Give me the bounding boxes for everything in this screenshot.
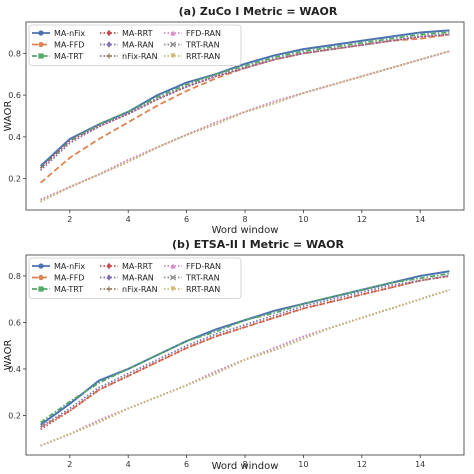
x-tick-label: 8 xyxy=(242,460,247,469)
legend-label-ma-nfix: MA-nFix xyxy=(54,262,85,271)
series-line-ma-trt xyxy=(40,272,450,424)
x-tick-label: 12 xyxy=(357,215,367,224)
legend-b: MA-nFix MA-FFD MA-TRT MA-RRT MA-RAN nFix-RAN F… xyxy=(28,257,242,299)
series-lines-b xyxy=(40,270,450,447)
legend-marker-ma-rrt xyxy=(106,29,112,37)
panel-a: (a) ZuCo I Metric = WAOR 2 4 6 8 10 12 14 0.2 0.… xyxy=(3,5,465,236)
series-lines-a xyxy=(39,29,450,203)
legend-label-rrt-ran: RRT-RAN xyxy=(186,52,220,61)
legend-label-ma-rrt: MA-RRT xyxy=(122,29,153,38)
x-tick-label: 14 xyxy=(415,215,425,224)
legend-marker-ma-rrt xyxy=(106,262,112,270)
legend-marker-ma-ran xyxy=(106,41,112,48)
series-line-rrt-ran xyxy=(40,289,450,447)
legend-marker-nfix-ran xyxy=(106,286,112,292)
legend-label-ffd-ran: FFD-RAN xyxy=(186,262,221,271)
legend-marker-ma-ffd xyxy=(38,274,44,281)
y-axis-label-a: WAOR xyxy=(3,101,14,132)
chart-title-a: (a) ZuCo I Metric = WAOR xyxy=(179,5,338,18)
series-line-ma-ran xyxy=(40,275,450,428)
legend-label-ffd-ran: FFD-RAN xyxy=(186,29,221,38)
legend-label-ma-trt: MA-TRT xyxy=(54,52,83,61)
legend-marker-trt-ran xyxy=(169,274,177,281)
series-line-ma-rrt xyxy=(40,275,450,431)
legend-marker-trt-ran xyxy=(169,41,177,48)
series-line-ma-ran xyxy=(39,33,450,171)
x-tick-label: 10 xyxy=(298,460,308,469)
legend-label-nfix-ran: nFix-RAN xyxy=(122,285,158,294)
legend-label-nfix-ran: nFix-RAN xyxy=(122,52,158,61)
y-tick-label: 0.2 xyxy=(8,175,21,184)
x-tick-label: 6 xyxy=(184,460,189,469)
legend-label-trt-ran: TRT-RAN xyxy=(185,274,220,283)
x-tick-label: 4 xyxy=(126,215,131,224)
legend-marker-ma-nfix xyxy=(38,30,44,36)
chart-title-b: (b) ETSA-II I Metric = WAOR xyxy=(172,238,344,251)
legend-marker-ma-nfix xyxy=(38,263,44,269)
legend-box xyxy=(28,24,242,66)
x-axis-label-b: Word window xyxy=(212,461,279,472)
x-tick-label: 6 xyxy=(184,215,189,224)
series-line-ma-trt xyxy=(39,31,450,169)
x-tick-label: 2 xyxy=(67,215,72,224)
axis-ticks-b: 2 4 6 8 10 12 14 0.2 0.4 0.6 0.8 xyxy=(8,272,425,469)
y-tick-label: 0.2 xyxy=(8,411,21,420)
x-tick-label: 4 xyxy=(126,460,131,469)
panel-b: (b) ETSA-II I Metric = WAOR 2 4 6 8 10 12 14 0.… xyxy=(3,238,465,472)
y-tick-label: 0.6 xyxy=(8,318,21,327)
y-tick-label: 0.4 xyxy=(8,365,21,374)
axis-ticks-a: 2 4 6 8 10 12 14 0.2 0.4 0.6 0.8 xyxy=(8,49,425,224)
x-tick-label: 2 xyxy=(67,460,72,469)
legend-marker-ffd-ran xyxy=(170,30,176,36)
legend-a: MA-nFix MA-FFD MA-TRT MA-RRT MA-RAN nFix-RAN F… xyxy=(28,24,242,66)
legend-label-ma-nfix: MA-nFix xyxy=(54,29,85,38)
legend-label-rrt-ran: RRT-RAN xyxy=(186,285,220,294)
legend-label-trt-ran: TRT-RAN xyxy=(185,41,220,50)
y-tick-label: 0.6 xyxy=(8,91,21,100)
legend-marker-ffd-ran xyxy=(170,263,176,269)
legend-marker-ma-ran xyxy=(106,274,112,281)
y-axis-label-b: WAOR xyxy=(3,340,14,371)
x-axis-label-a: Word window xyxy=(212,225,279,236)
legend-label-ma-ffd: MA-FFD xyxy=(54,274,84,283)
legend-label-ma-ran: MA-RAN xyxy=(122,41,154,50)
legend-label-ma-ffd: MA-FFD xyxy=(54,41,84,50)
y-tick-label: 0.8 xyxy=(8,272,21,281)
series-line-ffd-ran xyxy=(40,50,450,201)
legend-label-ma-trt: MA-TRT xyxy=(54,285,83,294)
y-tick-label: 0.4 xyxy=(8,133,21,142)
legend-box xyxy=(28,257,242,299)
x-tick-label: 8 xyxy=(242,215,247,224)
y-tick-label: 0.8 xyxy=(8,49,21,58)
legend-marker-ma-trt xyxy=(38,286,44,292)
x-tick-label: 14 xyxy=(415,460,425,469)
legend-marker-ma-trt xyxy=(38,53,44,59)
legend-label-ma-ran: MA-RAN xyxy=(122,274,154,283)
legend-marker-rrt-ran xyxy=(170,53,176,59)
x-tick-label: 12 xyxy=(357,460,367,469)
legend-marker-nfix-ran xyxy=(106,53,112,59)
legend-marker-rrt-ran xyxy=(170,286,176,292)
x-tick-label: 10 xyxy=(298,215,308,224)
legend-marker-ma-ffd xyxy=(38,41,44,48)
legend-label-ma-rrt: MA-RRT xyxy=(122,262,153,271)
